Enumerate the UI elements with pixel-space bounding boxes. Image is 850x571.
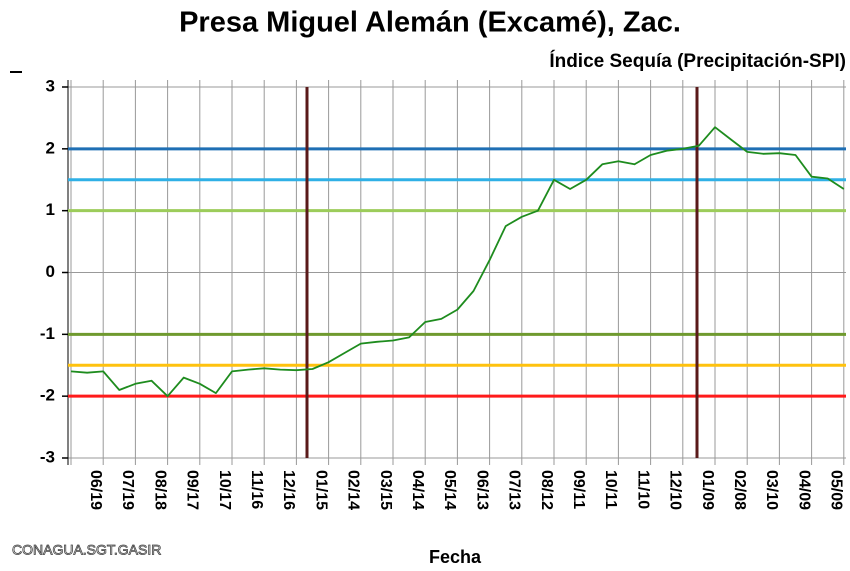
x-tick-label: 07/13 — [506, 470, 523, 510]
x-tick-label: 08/18 — [151, 470, 168, 510]
chart-subtitle: Índice Sequía (Precipitación-SPI) — [549, 50, 846, 72]
x-tick-label: 05/09 — [828, 470, 845, 510]
x-tick-label: 04/14 — [409, 470, 426, 510]
x-tick-label: 02/14 — [345, 470, 362, 510]
x-tick-label: 06/19 — [87, 470, 104, 510]
spi-line — [70, 126, 845, 398]
x-axis-label: Fecha — [429, 547, 482, 567]
y-tick-label: 0 — [46, 262, 55, 281]
x-tick-label: 12/10 — [667, 470, 684, 510]
chart-title: Presa Miguel Alemán (Excamé), Zac. — [179, 7, 681, 39]
x-tick-label: 09/17 — [184, 470, 201, 510]
y-tick-label: -2 — [40, 386, 55, 405]
watermark: CONAGUA.SGT.GASIR — [12, 542, 161, 558]
x-tick-label: 08/12 — [538, 470, 555, 510]
x-tick-label: 10/17 — [216, 470, 233, 510]
x-tick-label: 01/15 — [312, 470, 329, 510]
x-tick-label: 12/16 — [280, 470, 297, 510]
x-tick-label: 03/15 — [377, 470, 394, 510]
x-tick-label: 03/10 — [763, 470, 780, 510]
y-tick-label: -3 — [40, 447, 55, 466]
x-tick-label: 01/09 — [699, 470, 716, 510]
y-tick-label: 2 — [46, 138, 55, 157]
x-tick-label: 11/10 — [634, 470, 651, 509]
x-tick-label: 06/13 — [473, 470, 490, 510]
y-tick-label: 3 — [46, 76, 55, 95]
x-tick-label: 05/14 — [441, 470, 458, 510]
y-tick-label: -1 — [40, 324, 55, 343]
x-tick-label: 04/09 — [795, 470, 812, 510]
x-tick-label: 09/11 — [570, 470, 587, 509]
x-tick-label: 11/16 — [248, 470, 265, 509]
x-tick-label: 02/08 — [731, 470, 748, 510]
y-tick-label: 1 — [46, 200, 55, 219]
x-tick-label: 07/19 — [119, 470, 136, 510]
x-tick-label: 10/11 — [602, 470, 619, 509]
